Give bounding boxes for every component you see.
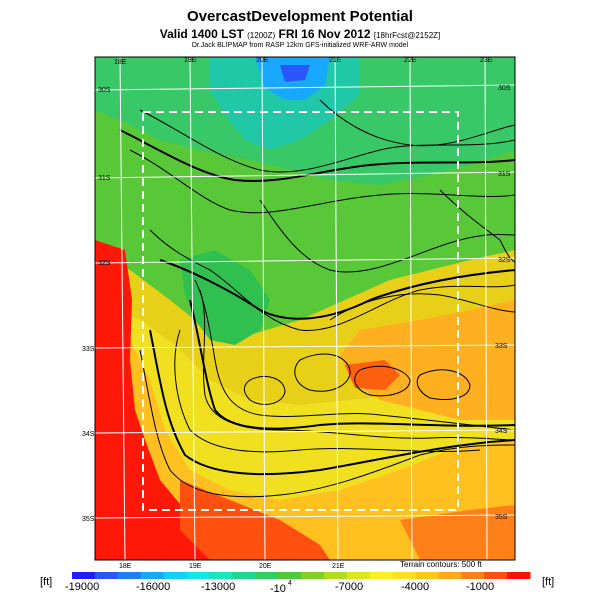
color-bar — [72, 572, 531, 579]
lat-label: 30S — [98, 87, 111, 94]
color-bar-swatch — [301, 572, 325, 579]
color-bar-swatch — [140, 572, 165, 579]
color-bar-swatch — [209, 572, 233, 579]
terrain-contour-note: Terrain contours: 500 ft — [400, 560, 483, 569]
terrain-contours — [129, 99, 515, 498]
lat-label: 31S — [498, 171, 511, 178]
color-bar-swatch — [392, 572, 416, 579]
lon-label: 21E — [332, 563, 345, 570]
lat-label: 30S — [498, 85, 511, 92]
lat-label: 34S — [495, 428, 508, 435]
left-latitude-labels: 30S 31S 32S 33S 34S 35S — [82, 87, 111, 523]
tick-label: -1000 — [466, 581, 494, 593]
bottom-longitude-labels: 18E 19E 20E 21E — [119, 563, 345, 570]
graticule — [95, 57, 515, 560]
color-bar-swatch — [278, 572, 302, 579]
field-red-south — [180, 480, 330, 560]
lat-label: 32S — [98, 260, 111, 267]
right-latitude-labels: 30S 31S 32S 33S 34S 35S — [495, 85, 511, 521]
lat-label: 32S — [498, 257, 511, 264]
lat-label: 35S — [82, 516, 95, 523]
field-blue-core — [280, 65, 310, 82]
top-longitude-labels: 18E 19E 20E 21E 22E 23E — [114, 57, 493, 66]
lat-label: 35S — [495, 514, 508, 521]
inner-domain-box — [142, 111, 459, 511]
color-bar-swatch — [461, 572, 485, 579]
tick-label: -4000 — [401, 581, 429, 593]
tick-label: -16000 — [136, 581, 170, 593]
tick-label: -10 — [270, 583, 286, 595]
tick-label: -19000 — [65, 581, 99, 593]
field-green-tongue — [180, 250, 270, 345]
color-bar-swatch — [186, 572, 210, 579]
color-bar-swatch — [117, 572, 142, 579]
lon-label: 20E — [256, 57, 269, 64]
forecast-date: FRI 16 Nov 2012 — [278, 27, 371, 41]
field-orange-southeast — [400, 505, 515, 560]
lon-label: 18E — [119, 563, 132, 570]
lat-label: 34S — [82, 431, 95, 438]
tick-label-exponent: 4 — [288, 580, 292, 587]
lon-label: 18E — [114, 59, 127, 66]
color-bar-swatch — [438, 572, 462, 579]
map-title: OvercastDevelopment Potential — [187, 8, 413, 25]
color-bar-swatch — [72, 572, 96, 579]
valid-time: Valid 1400 LST — [159, 27, 244, 41]
unit-right: [ft] — [542, 576, 554, 588]
field-red-west — [95, 240, 270, 560]
map-frame — [94, 56, 516, 561]
utc-time: (1200Z) — [247, 31, 276, 40]
tick-label: -13000 — [201, 581, 235, 593]
color-bar-swatch — [163, 572, 187, 579]
color-bar-swatch — [415, 572, 439, 579]
valid-time-subtitle: Valid 1400 LST (1200Z) FRI 16 Nov 2012 [… — [0, 27, 600, 41]
color-bar-swatch — [484, 572, 508, 579]
lon-label: 19E — [189, 563, 202, 570]
color-bar-swatch — [507, 572, 531, 579]
lat-label: 31S — [98, 175, 111, 182]
color-bar-tick-labels: -19000 -16000 -13000 -10 4 -7000 -4000 -… — [65, 580, 494, 595]
color-bar-swatch — [346, 572, 371, 579]
lat-label: 33S — [82, 346, 95, 353]
color-bar-swatch — [94, 572, 119, 579]
model-credit: Dr.Jack BLIPMAP from RASP 12km GFS-initi… — [191, 42, 409, 49]
lon-label: 21E — [329, 57, 342, 64]
lat-label: 33S — [495, 343, 508, 350]
forecast-lead: [18hrFcst@2152Z] — [373, 31, 441, 40]
lon-label: 23E — [480, 57, 493, 64]
field-red-spot — [345, 360, 400, 390]
lon-label: 22E — [404, 57, 417, 64]
color-bar-swatch — [255, 572, 279, 579]
color-bar-swatch — [323, 572, 348, 579]
lon-label: 20E — [259, 563, 272, 570]
color-bar-swatch — [369, 572, 394, 579]
tick-label: -7000 — [335, 581, 363, 593]
map-field — [95, 57, 515, 560]
color-bar-swatch — [232, 572, 256, 579]
field-orange-east — [340, 300, 515, 420]
lon-label: 19E — [184, 57, 197, 64]
unit-left: [ft] — [40, 576, 52, 588]
